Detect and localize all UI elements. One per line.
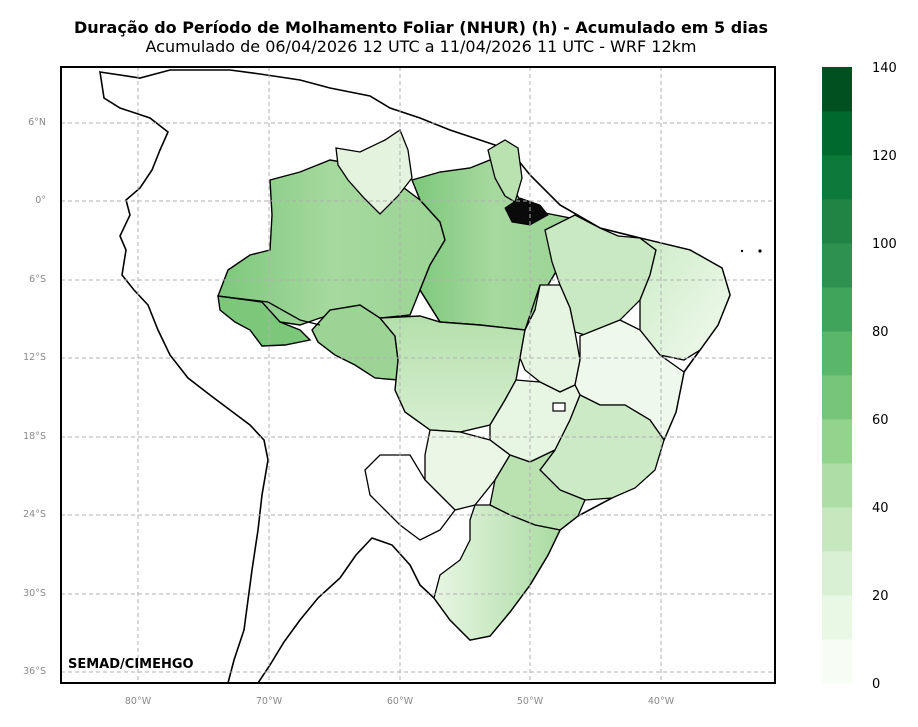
island-dot xyxy=(758,249,762,253)
region-amapa xyxy=(487,139,523,203)
distrito-federal xyxy=(552,402,566,412)
region-northeast-coast xyxy=(639,237,731,361)
marajo-island xyxy=(504,197,549,226)
region-roraima xyxy=(335,129,413,215)
lat-tick-label: 0° xyxy=(35,195,46,206)
colorbar-label: 40 xyxy=(872,501,889,516)
map-gridlines xyxy=(61,67,775,683)
lat-tick-label: 12°S xyxy=(23,352,46,363)
map-frame xyxy=(60,66,776,684)
colorbar-label: 80 xyxy=(872,325,889,340)
map-content xyxy=(61,67,775,683)
map-title: Duração do Período de Molhamento Foliar … xyxy=(73,18,769,37)
region-bolivia-paraguay-border xyxy=(364,454,456,541)
map-subtitle: Acumulado de 06/04/2026 12 UTC a 11/04/2… xyxy=(145,37,697,56)
lat-tick-label: 30°S xyxy=(23,588,46,599)
region-south xyxy=(433,504,561,641)
region-internal-border xyxy=(217,284,541,331)
lat-tick-label: 24°S xyxy=(23,509,46,520)
colorbar-label: 60 xyxy=(872,413,889,428)
lon-tick-label: 60°W xyxy=(386,696,414,707)
colorbar-label: 100 xyxy=(872,237,897,252)
colorbar-label: 0 xyxy=(872,677,881,692)
lat-tick-label: 6°N xyxy=(28,117,46,128)
lon-tick-label: 80°W xyxy=(124,696,152,707)
lon-tick-label: 50°W xyxy=(516,696,544,707)
island-dot xyxy=(740,249,744,253)
lat-tick-label: 36°S xyxy=(23,666,46,677)
lon-tick-label: 40°W xyxy=(647,696,675,707)
colorbar-label: 140 xyxy=(872,61,897,76)
lat-tick-label: 6°S xyxy=(29,274,46,285)
credit-label: SEMAD/CIMEHGO xyxy=(68,657,194,672)
colorbar-label: 20 xyxy=(872,589,889,604)
lat-tick-label: 18°S xyxy=(23,431,46,442)
colorbar-label: 120 xyxy=(872,149,897,164)
region-acre xyxy=(217,295,312,347)
lon-tick-label: 70°W xyxy=(255,696,283,707)
